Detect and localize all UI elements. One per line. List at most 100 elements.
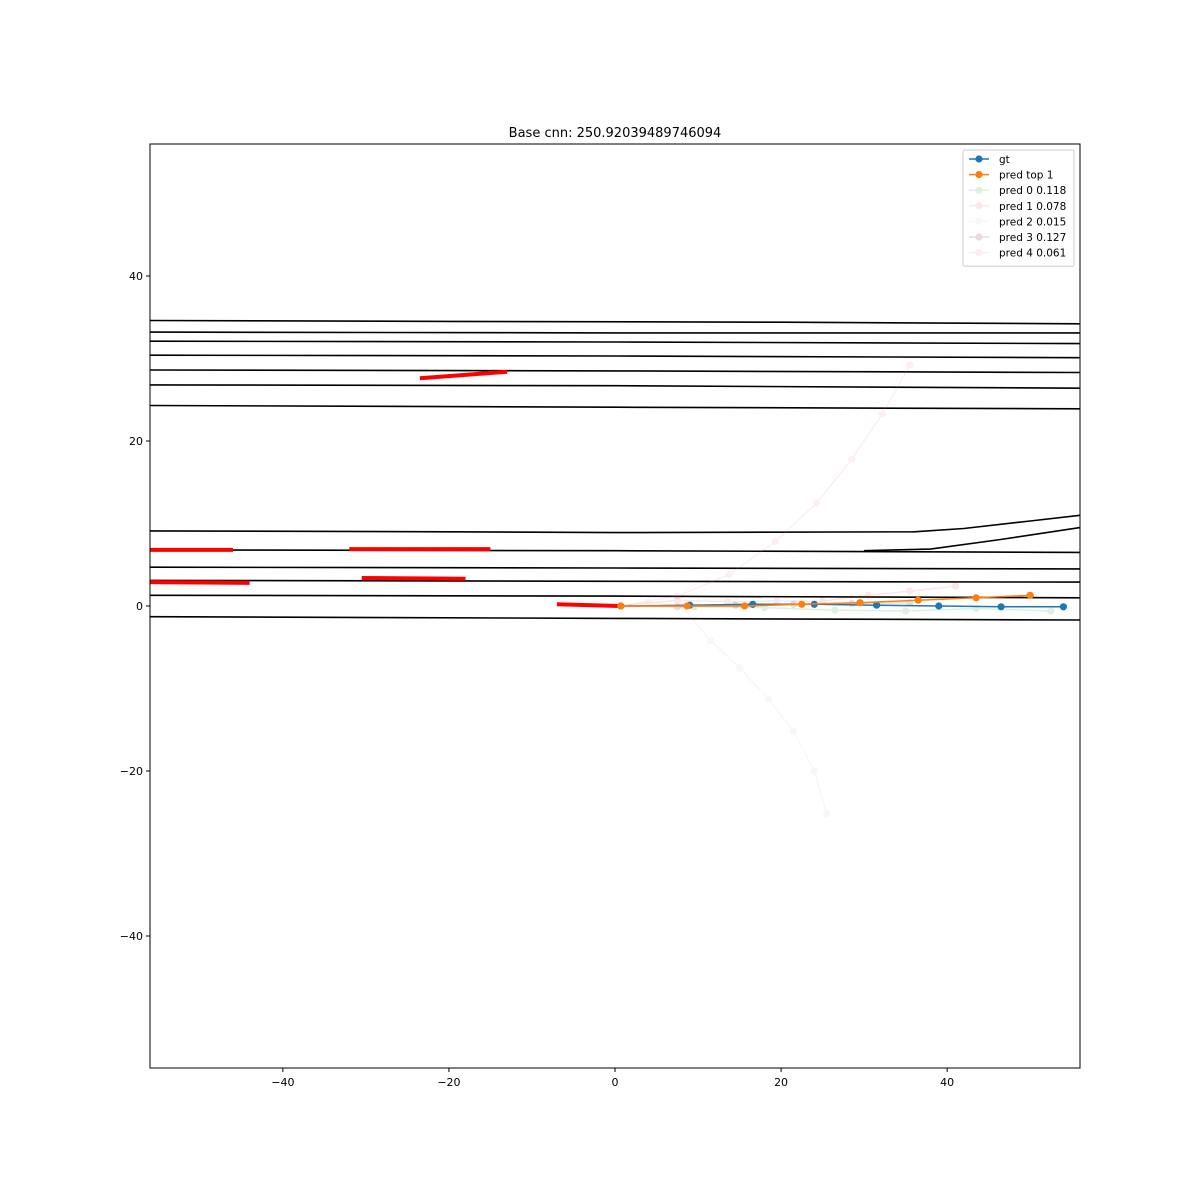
lane-line-3 (150, 354, 1080, 359)
series-2-point-4 (902, 607, 910, 615)
lane-line-4 (150, 369, 1080, 374)
chart-title: Base cnn: 250.92039489746094 (509, 126, 722, 141)
series-6-point-3 (771, 538, 779, 546)
legend-entry-1: pred top 1 (969, 170, 1053, 182)
legend-label-1: pred top 1 (999, 170, 1053, 182)
series-line-4 (620, 601, 828, 815)
agent-segment-0 (419, 369, 508, 381)
series-line-6 (620, 364, 911, 607)
legend-label-3: pred 1 0.078 (999, 201, 1066, 213)
series-3-point-7 (951, 582, 960, 590)
series-0-point-4 (873, 601, 881, 609)
lane-line-8 (150, 549, 1080, 554)
series-1 (617, 591, 1034, 610)
series-0-point-6 (997, 603, 1005, 611)
legend-swatch-4 (969, 217, 989, 225)
series-0-point-2 (749, 600, 757, 608)
legend-entry-0: gt (969, 154, 1010, 166)
lane-line-6 (150, 404, 1080, 410)
agent-segment-3 (150, 580, 250, 585)
series-6-point-1 (673, 592, 681, 600)
series-4-point-5 (765, 695, 773, 703)
series-4-point-1 (644, 598, 652, 606)
series-line-1 (620, 594, 1031, 607)
legend-entry-5: pred 3 0.127 (969, 232, 1066, 244)
series-6-point-2 (725, 571, 733, 579)
lane-line-5 (150, 384, 1080, 390)
series-1-point-6 (972, 594, 980, 602)
lane-line-9 (864, 526, 1080, 552)
series-line-2 (620, 605, 1051, 612)
legend-label-6: pred 4 0.061 (999, 248, 1066, 260)
agent-segment-5 (556, 602, 620, 608)
lane-line-13 (150, 615, 1080, 621)
series-2-point-3 (831, 606, 839, 614)
lane-line-12 (150, 594, 1080, 599)
y-tick-label-0: −40 (120, 930, 143, 943)
legend-label-2: pred 0 0.118 (999, 185, 1066, 197)
series-1-point-5 (914, 596, 922, 604)
series-1-point-1 (683, 602, 691, 610)
series-5-point-1 (673, 603, 681, 611)
legend-swatch-6 (969, 249, 989, 257)
series-line-3 (620, 585, 956, 607)
series-3-point-5 (864, 591, 872, 599)
legend-entry-4: pred 2 0.015 (969, 216, 1066, 228)
series-4 (617, 598, 831, 818)
legend-swatch-2 (969, 186, 989, 194)
series-4-point-4 (736, 664, 744, 672)
series-0-point-5 (935, 602, 943, 610)
legend-entry-2: pred 0 0.118 (969, 185, 1066, 197)
series-6-point-5 (848, 455, 856, 463)
series-3 (617, 582, 960, 610)
series-3-point-6 (906, 587, 914, 595)
lane-line-1 (150, 331, 1080, 334)
legend-label-4: pred 2 0.015 (999, 216, 1066, 228)
series-3-point-4 (819, 597, 827, 605)
y-tick-label-1: −20 (120, 765, 143, 778)
legend-box (962, 149, 1075, 267)
series-6-point-6 (878, 410, 887, 418)
y-tick-label-4: 40 (129, 270, 143, 283)
legend: gt pred top 1 pred 0 0.118 pred 1 0.078 pred… (962, 149, 1075, 267)
series-0-point-7 (1059, 603, 1067, 611)
legend-swatch-5 (969, 233, 989, 241)
series-1-point-2 (740, 602, 749, 610)
y-tick-label-2: 0 (136, 600, 143, 613)
x-tick-label-0: −40 (271, 1076, 294, 1089)
x-tick-label-3: 20 (774, 1076, 788, 1089)
series-4-point-3 (706, 637, 715, 645)
series-3-point-2 (723, 598, 731, 606)
lane-line-2 (150, 340, 1080, 345)
lane-line-0 (150, 319, 1080, 325)
series-4-point-7 (810, 767, 818, 775)
series-2-point-6 (1047, 607, 1055, 615)
x-tick-label-4: 40 (940, 1076, 954, 1089)
legend-label-0: gt (999, 154, 1010, 166)
x-tick-label-1: −20 (437, 1076, 460, 1089)
lane-line-7 (150, 514, 1080, 534)
series-3-point-1 (673, 596, 681, 604)
legend-swatch-0 (969, 155, 989, 163)
series-1-point-0 (617, 602, 625, 610)
x-tick-label-2: 0 (612, 1076, 619, 1089)
legend-swatch-3 (969, 202, 989, 210)
y-tick-label-3: 20 (129, 435, 143, 448)
series-line-0 (620, 603, 1064, 608)
legend-entry-6: pred 4 0.061 (969, 248, 1066, 260)
series-6-point-7 (906, 361, 914, 369)
legend-entry-3: pred 1 0.078 (969, 201, 1066, 213)
series-1-point-7 (1026, 591, 1034, 599)
series-3-point-3 (773, 597, 781, 605)
series-1-point-4 (856, 599, 864, 607)
agent-segment-4 (361, 576, 466, 581)
lane-line-10 (150, 566, 1080, 570)
lane-line-11 (150, 579, 1080, 583)
series-1-point-3 (798, 600, 806, 608)
series-6-point-4 (813, 499, 821, 507)
legend-swatch-1 (969, 171, 989, 179)
series-4-point-6 (789, 727, 798, 736)
series-4-point-8 (823, 810, 831, 818)
legend-label-5: pred 3 0.127 (999, 232, 1066, 244)
